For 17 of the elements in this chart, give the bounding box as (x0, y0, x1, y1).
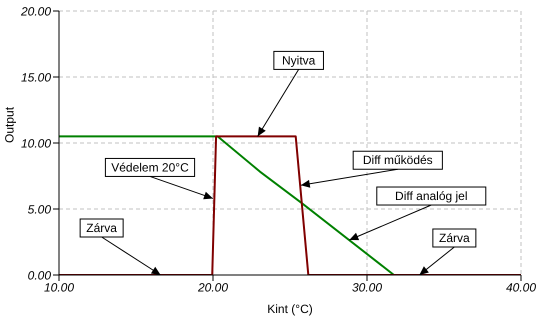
y-tick-label: 10.00 (20, 136, 52, 150)
x-tick-label: 40.00 (506, 280, 536, 295)
y-tick-label: 0.00 (28, 268, 52, 282)
x-tick-label: 30.00 (352, 280, 382, 295)
annotation: Védelem 20°C (111, 160, 190, 174)
x-tick-label: 20.00 (196, 280, 228, 295)
y-tick-label: 5.00 (28, 202, 52, 216)
annotation: Zárva (439, 231, 470, 245)
annotation: Diff működés (362, 153, 433, 168)
x-axis-title: Kint (°C) (267, 302, 313, 316)
y-axis-title: Output (2, 106, 16, 143)
x-tick-label: 10.00 (44, 280, 74, 295)
annotation: Zárva (86, 221, 118, 235)
y-tick-label: 15.00 (20, 70, 52, 84)
y-tick-label: 20.00 (20, 4, 52, 18)
annotation: Nyitva (282, 53, 316, 68)
annotation: Diff analóg jel (395, 189, 468, 204)
